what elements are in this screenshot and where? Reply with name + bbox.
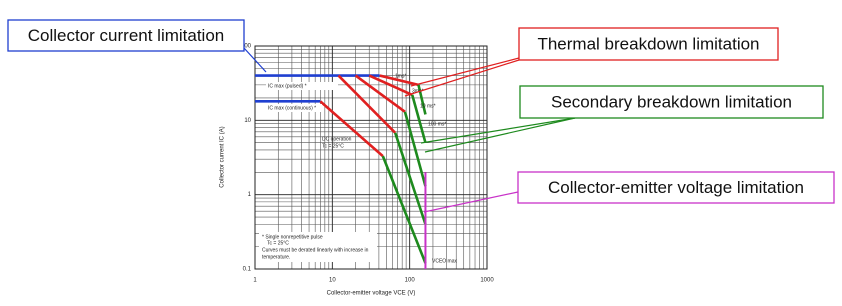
legend-label: Thermal breakdown limitation (537, 34, 759, 53)
annotation: 3ms* (412, 88, 423, 94)
legend-label: Secondary breakdown limitation (551, 92, 792, 111)
note-box (259, 232, 377, 262)
x-tick-label: 10 (329, 278, 336, 284)
y-tick-label: 0.1 (243, 267, 252, 273)
callout-box (519, 85, 824, 119)
series-line (319, 74, 419, 158)
note: Curves must be derated linearly with inc… (262, 247, 369, 253)
note: Tc = 25°C (267, 240, 289, 246)
leader-line (424, 117, 576, 153)
x-tick-label: 1000 (480, 278, 494, 284)
label-bg (266, 104, 322, 112)
annotation: 100 ms* (428, 121, 446, 127)
annotation: IC max (continuous) * (268, 105, 316, 111)
y-tick-label: 1 (248, 192, 252, 198)
leader-line (420, 117, 576, 144)
legend-label: Collector current limitation (28, 26, 225, 45)
series-line (255, 74, 380, 103)
callout-box (517, 171, 835, 204)
x-tick-label: 1 (253, 278, 257, 284)
x-tick-label: 100 (405, 278, 416, 284)
annotation: 10 ms* (420, 103, 436, 109)
leader-line (243, 47, 267, 73)
annotation: VCEO max (432, 258, 458, 264)
callouts: Collector current limitation Thermal brea… (7, 19, 835, 213)
note: * Single nonrepetitive pulse (262, 234, 323, 240)
plot-frame (254, 45, 488, 270)
leader-line (410, 57, 520, 87)
y-axis-label: Collector current IC (A) (220, 126, 226, 187)
y-tick-label: 10 (244, 118, 251, 124)
leader-line (423, 191, 519, 213)
curves (255, 74, 427, 269)
note: temperature. (262, 254, 290, 260)
series-line (381, 84, 427, 264)
y-tick-label: 100 (241, 44, 252, 50)
annotation: DC operation (322, 136, 352, 142)
annotation: IC max (pulsed) * (268, 83, 307, 89)
callout-box (7, 19, 245, 52)
callout-box (518, 27, 779, 61)
label-bg (266, 82, 338, 90)
annotation: 1ms* (395, 73, 406, 79)
leader-line (404, 59, 520, 97)
x-axis-label: Collector-emitter voltage VCE (V) (327, 291, 416, 297)
legend-label: Collector-emitter voltage limitation (548, 178, 804, 197)
annotation: Tc = 25°C (322, 143, 344, 149)
